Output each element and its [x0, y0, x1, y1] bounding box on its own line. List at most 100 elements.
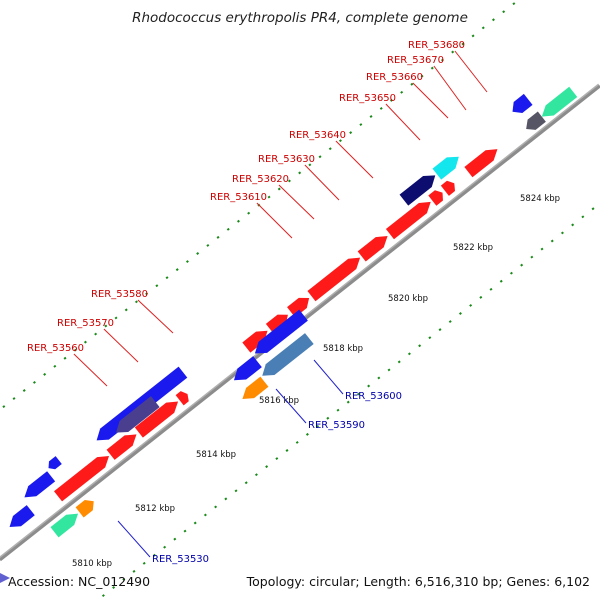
tick-row-inner — [530, 255, 534, 259]
tick-row-inner — [469, 303, 473, 307]
gene-leader-line — [313, 359, 344, 395]
tick-row-inner — [438, 328, 442, 332]
tick-row-outer — [359, 123, 363, 127]
tick-row-outer — [216, 235, 220, 239]
gene-label-forward: RER_53560 — [27, 343, 84, 354]
tick-row-outer — [32, 380, 36, 384]
tick-row-inner — [193, 521, 197, 525]
tick-row-outer — [277, 187, 281, 191]
gene-label-reverse: RER_53530 — [152, 554, 209, 565]
tick-row-outer — [165, 276, 169, 280]
tick-row-inner — [591, 207, 595, 211]
tick-row-inner — [214, 505, 218, 509]
forward-gene-arrow — [242, 330, 268, 353]
gene-label-forward: RER_53580 — [91, 289, 148, 300]
gene-label-forward: RER_53570 — [57, 318, 114, 329]
gene-label-forward: RER_53660 — [366, 72, 423, 83]
scale-label: 5810 kbp — [72, 559, 112, 569]
reverse-gene-arrow — [512, 93, 533, 113]
tick-row-inner — [316, 424, 320, 428]
tick-row-outer — [502, 10, 506, 14]
tick-row-inner — [163, 545, 167, 549]
tick-row-inner — [142, 561, 146, 565]
forward-gene-arrow — [385, 201, 431, 240]
tick-row-inner — [101, 594, 105, 598]
forward-gene-arrow — [265, 314, 288, 335]
tick-row-outer — [349, 131, 353, 135]
tick-row-inner — [112, 586, 116, 589]
gene-leader-line — [275, 388, 307, 424]
reverse-gene-arrow — [541, 86, 578, 117]
tick-row-outer — [73, 348, 77, 352]
tick-row-inner — [489, 287, 493, 291]
tick-row-outer — [2, 405, 6, 409]
tick-row-outer — [328, 147, 332, 151]
reverse-gene-arrow — [48, 456, 62, 470]
tick-row-inner — [407, 352, 411, 356]
tick-row-outer — [400, 90, 404, 94]
map-title: Rhodococcus erythropolis PR4, complete g… — [132, 10, 468, 26]
gene-label-forward: RER_53610 — [210, 192, 267, 203]
tick-row-outer — [12, 397, 16, 401]
tick-row-inner — [285, 449, 289, 452]
topology-text: Topology: circular; Length: 6,516,310 bp… — [246, 574, 590, 589]
tick-row-inner — [326, 416, 330, 420]
forward-gene-arrow — [106, 434, 137, 460]
tick-row-inner — [122, 577, 126, 581]
tick-row-inner — [458, 312, 462, 315]
forward-gene-arrow — [175, 391, 189, 406]
tick-row-inner — [224, 497, 228, 501]
tick-row-inner — [183, 529, 187, 533]
tick-row-inner — [387, 368, 391, 372]
scale-label: 5816 kbp — [259, 396, 299, 406]
tick-row-outer — [145, 292, 149, 296]
tick-row-outer — [298, 171, 302, 175]
gene-label-reverse: RER_53600 — [345, 391, 402, 402]
tick-row-inner — [132, 569, 136, 573]
tick-row-outer — [104, 324, 108, 328]
tick-row-outer — [175, 268, 179, 272]
tick-row-inner — [295, 440, 299, 444]
gene-leader-line — [103, 328, 139, 363]
tick-row-outer — [338, 139, 342, 143]
forward-gene-arrow — [464, 149, 498, 178]
reverse-gene-arrow — [75, 500, 94, 518]
gene-leader-line — [117, 520, 151, 558]
gene-label-forward: RER_53650 — [339, 93, 396, 104]
accession-text: Accession: NC_012490 — [8, 574, 151, 589]
gene-label-forward: RER_53640 — [289, 130, 346, 141]
gene-leader-line — [385, 103, 421, 141]
tick-row-inner — [581, 215, 585, 219]
tick-row-inner — [173, 537, 177, 541]
forward-gene-arrow — [428, 190, 443, 206]
tick-row-inner — [509, 271, 513, 275]
tick-row-inner — [520, 263, 524, 267]
tick-row-outer — [389, 98, 393, 102]
gene-leader-line — [335, 140, 374, 179]
forward-gene-arrow — [307, 257, 361, 302]
tick-row-outer — [471, 34, 475, 38]
tick-row-outer — [491, 18, 495, 22]
reverse-gene-arrow — [233, 356, 262, 381]
tick-row-inner — [560, 231, 564, 235]
tick-row-outer — [267, 195, 271, 199]
gene-label-reverse: RER_53590 — [308, 420, 365, 431]
forward-gene-arrow — [53, 456, 110, 502]
tick-row-inner — [152, 553, 156, 557]
tick-row-inner — [244, 481, 248, 485]
forward-gene-arrow — [357, 235, 388, 262]
tick-row-outer — [247, 211, 251, 215]
tick-row-outer — [83, 340, 87, 344]
tick-row-inner — [377, 376, 381, 380]
tick-row-outer — [22, 389, 26, 392]
gene-label-forward: RER_53630 — [258, 154, 315, 165]
reverse-gene-arrow — [526, 111, 546, 130]
forward-gene-arrow — [440, 180, 456, 196]
tick-row-outer — [185, 260, 189, 264]
tick-row-inner — [571, 223, 575, 227]
tick-row-outer — [206, 243, 210, 247]
gene-leader-line — [304, 164, 340, 201]
tick-row-inner — [356, 392, 360, 396]
